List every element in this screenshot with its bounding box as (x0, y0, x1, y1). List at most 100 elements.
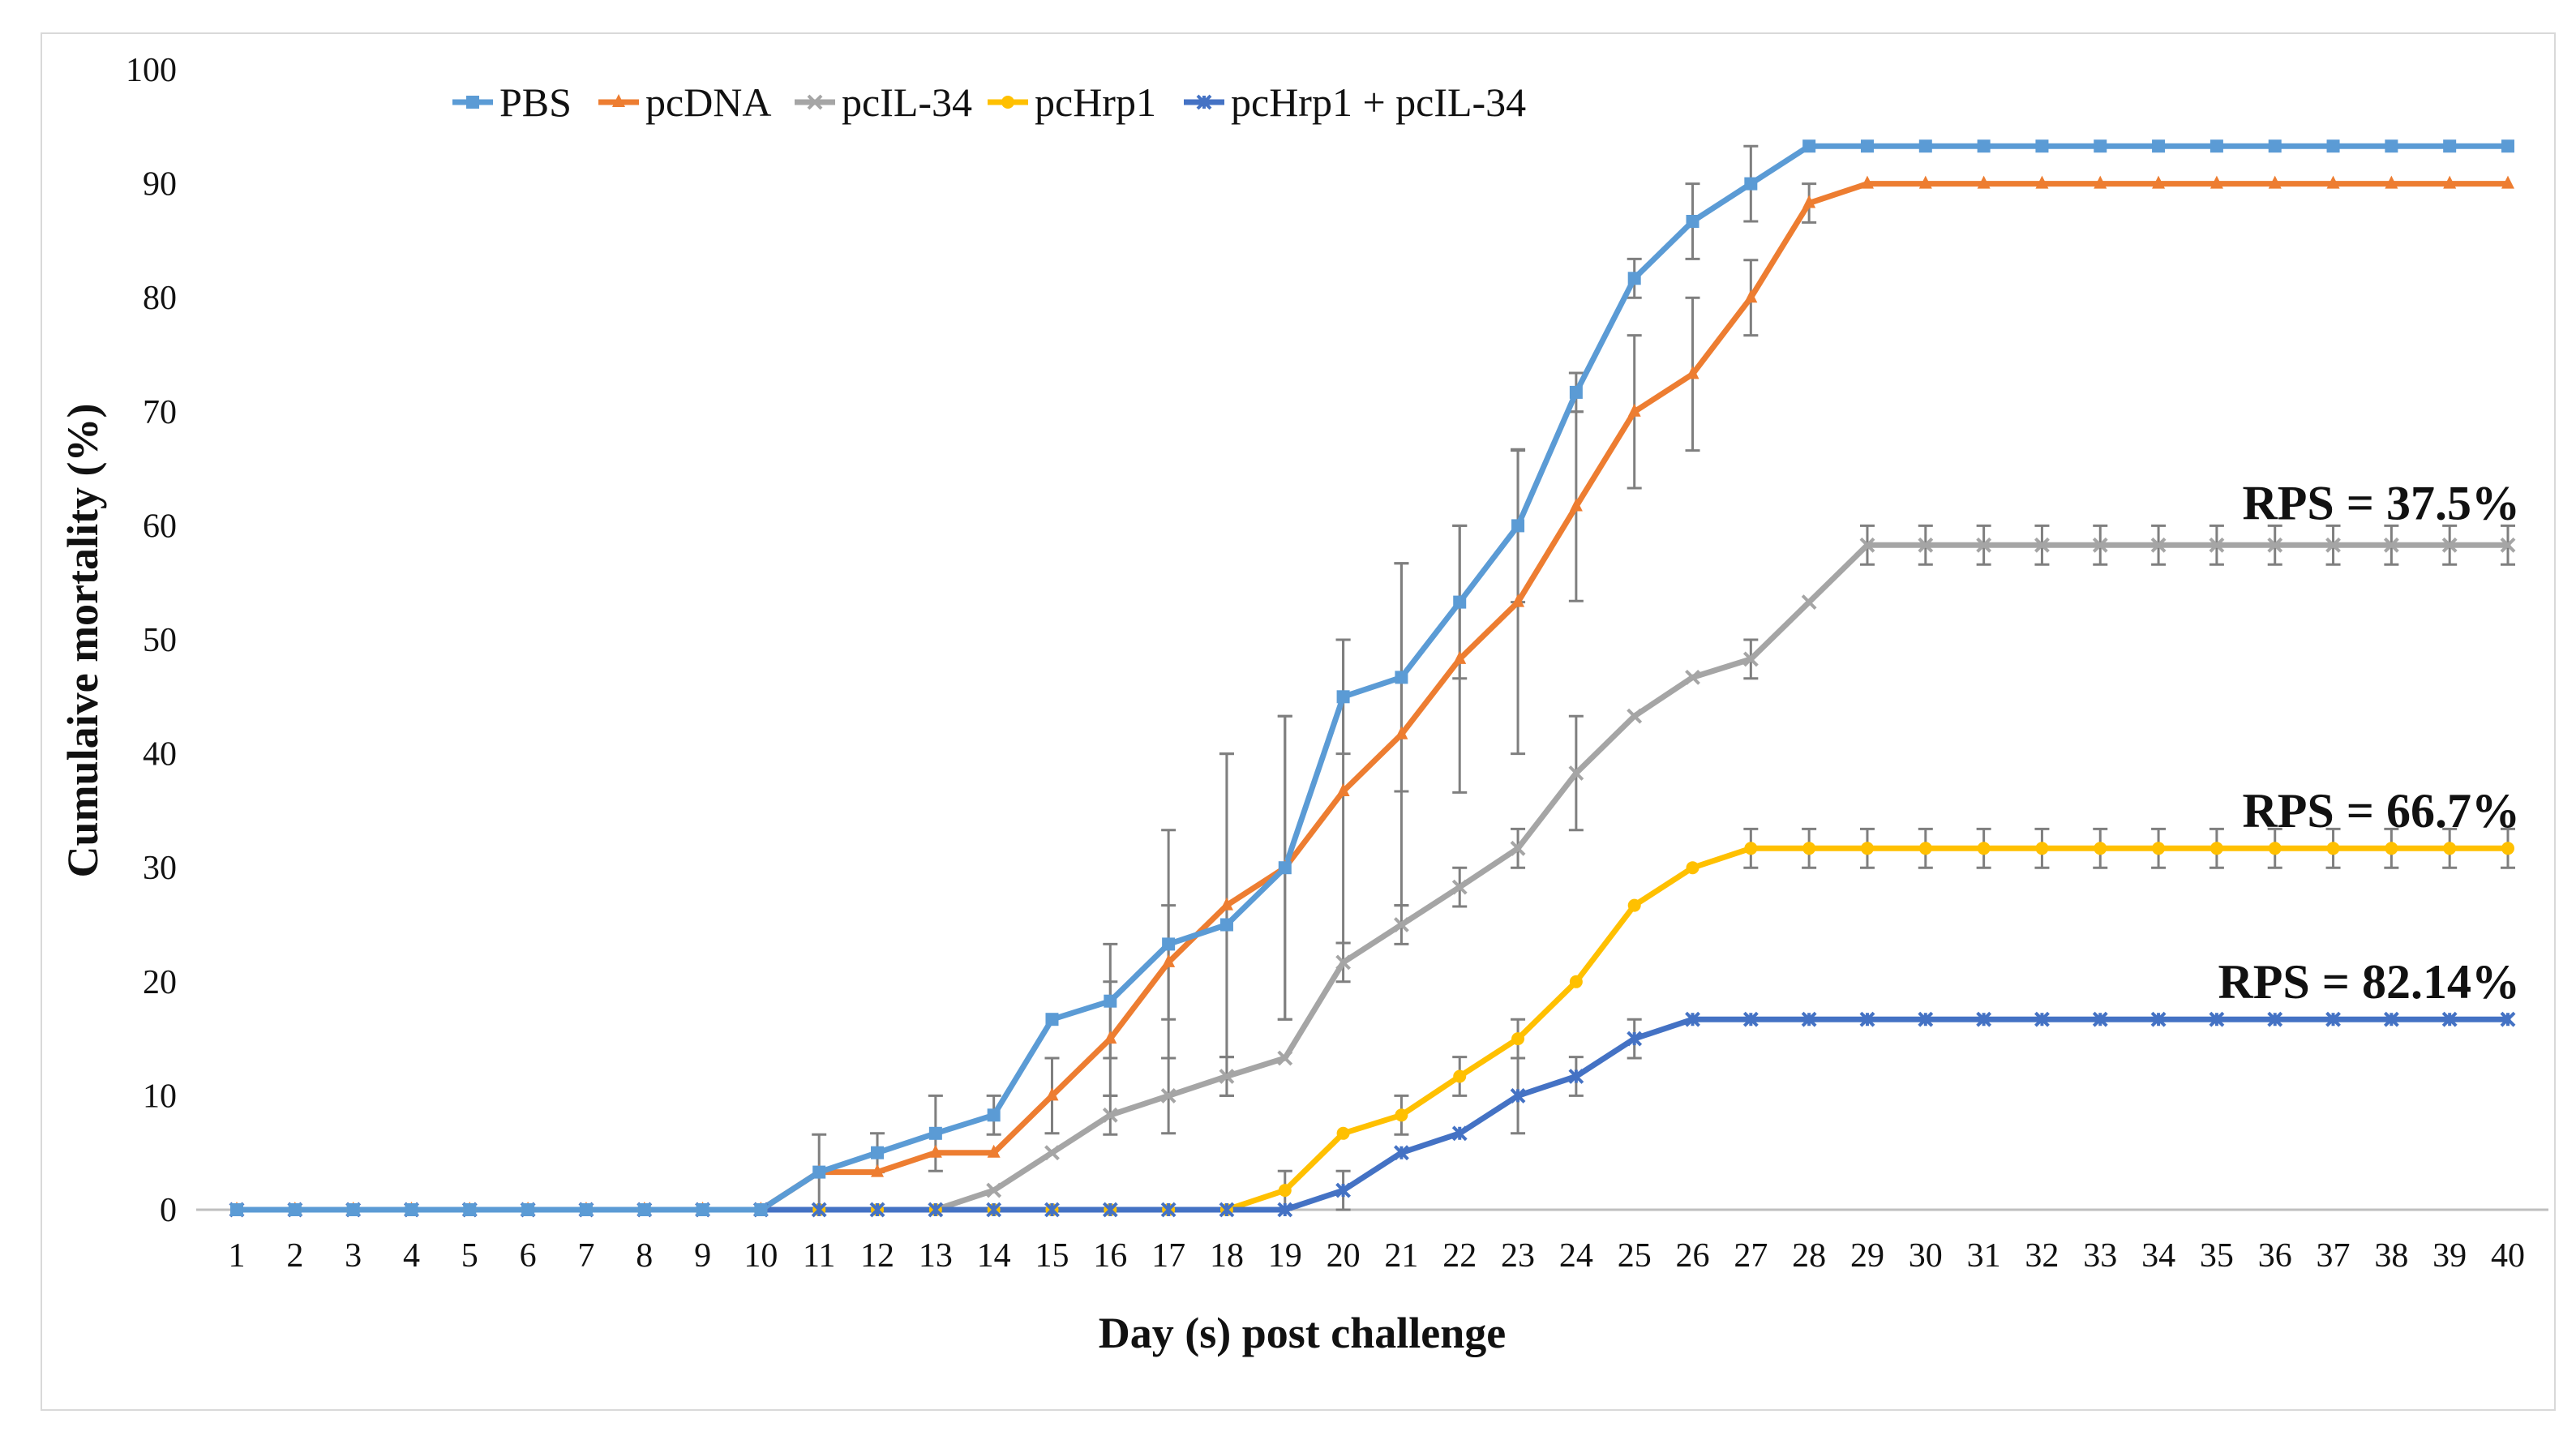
data-point (1918, 1011, 1934, 1027)
data-point (1860, 842, 1874, 855)
data-point (1335, 1182, 1352, 1198)
data-point (1686, 214, 1699, 228)
data-point (2094, 175, 2107, 189)
x-tick-label: 8 (636, 1237, 653, 1275)
data-point (2094, 842, 2107, 855)
data-point (2383, 1011, 2399, 1027)
series-markers (229, 139, 2516, 1218)
data-point (2268, 842, 2282, 855)
data-point (1801, 594, 1817, 611)
x-tick-label: 12 (860, 1237, 894, 1275)
data-point (1686, 861, 1699, 875)
x-tick-label: 40 (2491, 1237, 2525, 1275)
data-point (2501, 175, 2514, 189)
data-point (1104, 994, 1117, 1008)
x-tick-label: 35 (2200, 1237, 2234, 1275)
rps-annotation: RPS = 82.14% (2218, 955, 2520, 1009)
x-tick-label: 2 (286, 1237, 303, 1275)
x-tick-label: 24 (1559, 1237, 1593, 1275)
y-tick-label: 60 (143, 508, 177, 545)
y-tick-label: 50 (143, 622, 177, 659)
data-point (1511, 594, 1525, 607)
data-point (2094, 139, 2107, 153)
data-point (1451, 879, 1468, 895)
x-tick-label: 10 (744, 1237, 778, 1275)
data-point (2268, 139, 2282, 153)
x-tick-label: 23 (1501, 1237, 1535, 1275)
data-point (2385, 139, 2398, 153)
series-lines (234, 143, 2511, 1213)
y-tick-label: 0 (160, 1192, 177, 1229)
data-point (1510, 840, 1526, 856)
y-tick-label: 100 (126, 52, 177, 89)
data-point (2035, 175, 2049, 189)
data-point (2210, 842, 2223, 855)
data-point (1627, 1031, 1643, 1047)
data-point (1859, 1011, 1875, 1027)
y-tick-label: 10 (143, 1078, 177, 1115)
rps-annotation: RPS = 37.5% (2242, 476, 2520, 529)
x-tick-label: 29 (1850, 1237, 1884, 1275)
data-point (1744, 177, 1758, 191)
data-point (2500, 1011, 2516, 1027)
data-point (2152, 175, 2166, 189)
x-tick-label: 37 (2317, 1237, 2351, 1275)
data-point (1278, 1184, 1292, 1198)
data-point (1569, 385, 1583, 399)
x-tick-label: 31 (1967, 1237, 2001, 1275)
data-point (1219, 1202, 1235, 1218)
data-point (1453, 595, 1467, 609)
data-point (2267, 1011, 2283, 1027)
data-point (1742, 1011, 1759, 1027)
data-point (2443, 842, 2457, 855)
y-tick-label: 30 (143, 850, 177, 887)
data-point (1336, 1126, 1350, 1140)
data-point (2385, 175, 2398, 189)
data-point (871, 1164, 885, 1177)
data-point (1277, 1050, 1293, 1066)
data-point (1801, 1011, 1817, 1027)
data-point (1627, 898, 1641, 912)
data-point (1162, 937, 1176, 951)
data-point (1102, 1202, 1118, 1218)
data-point (1569, 975, 1583, 988)
data-point (1686, 366, 1699, 379)
y-tick-label: 80 (143, 280, 177, 317)
data-point (1336, 690, 1350, 704)
data-point (2326, 175, 2340, 189)
data-point (2150, 537, 2167, 553)
series-line-pchrp1 (234, 845, 2511, 1213)
legend-label: pcHrp1 + pcIL-34 (1231, 79, 1526, 125)
data-point (2326, 139, 2340, 153)
y-tick-label: 70 (143, 394, 177, 431)
data-point (1160, 1087, 1177, 1104)
x-tick-label: 19 (1268, 1237, 1302, 1275)
data-point (1859, 537, 1875, 553)
x-tick-label: 33 (2083, 1237, 2117, 1275)
data-point (230, 1203, 243, 1216)
data-point (1976, 1011, 1992, 1027)
data-point (2034, 1011, 2050, 1027)
data-point (2441, 537, 2458, 553)
data-point (1977, 175, 1991, 189)
data-point (2325, 537, 2341, 553)
data-point (1802, 195, 1816, 208)
data-point (1278, 861, 1292, 875)
x-axis-ticks: 1 2 3 4 5 6 7 8 9 10 11 12 13 14 15 16 17 18 19 20 21 22 23 24 2… (229, 1237, 2526, 1275)
data-point (2092, 1011, 2108, 1027)
data-point (1044, 1145, 1060, 1161)
data-point (2152, 139, 2166, 153)
data-point (2092, 537, 2108, 553)
x-tick-label: 22 (1442, 1237, 1477, 1275)
data-point (869, 1202, 885, 1218)
data-point (2325, 1011, 2341, 1027)
legend-swatch-marker (1196, 94, 1212, 110)
series-line-pbs (234, 143, 2511, 1213)
data-point (2500, 537, 2516, 553)
data-point (2209, 1011, 2225, 1027)
data-point (2267, 537, 2283, 553)
x-tick-label: 20 (1327, 1237, 1361, 1275)
x-tick-label: 38 (2374, 1237, 2408, 1275)
x-tick-label: 26 (1676, 1237, 1710, 1275)
